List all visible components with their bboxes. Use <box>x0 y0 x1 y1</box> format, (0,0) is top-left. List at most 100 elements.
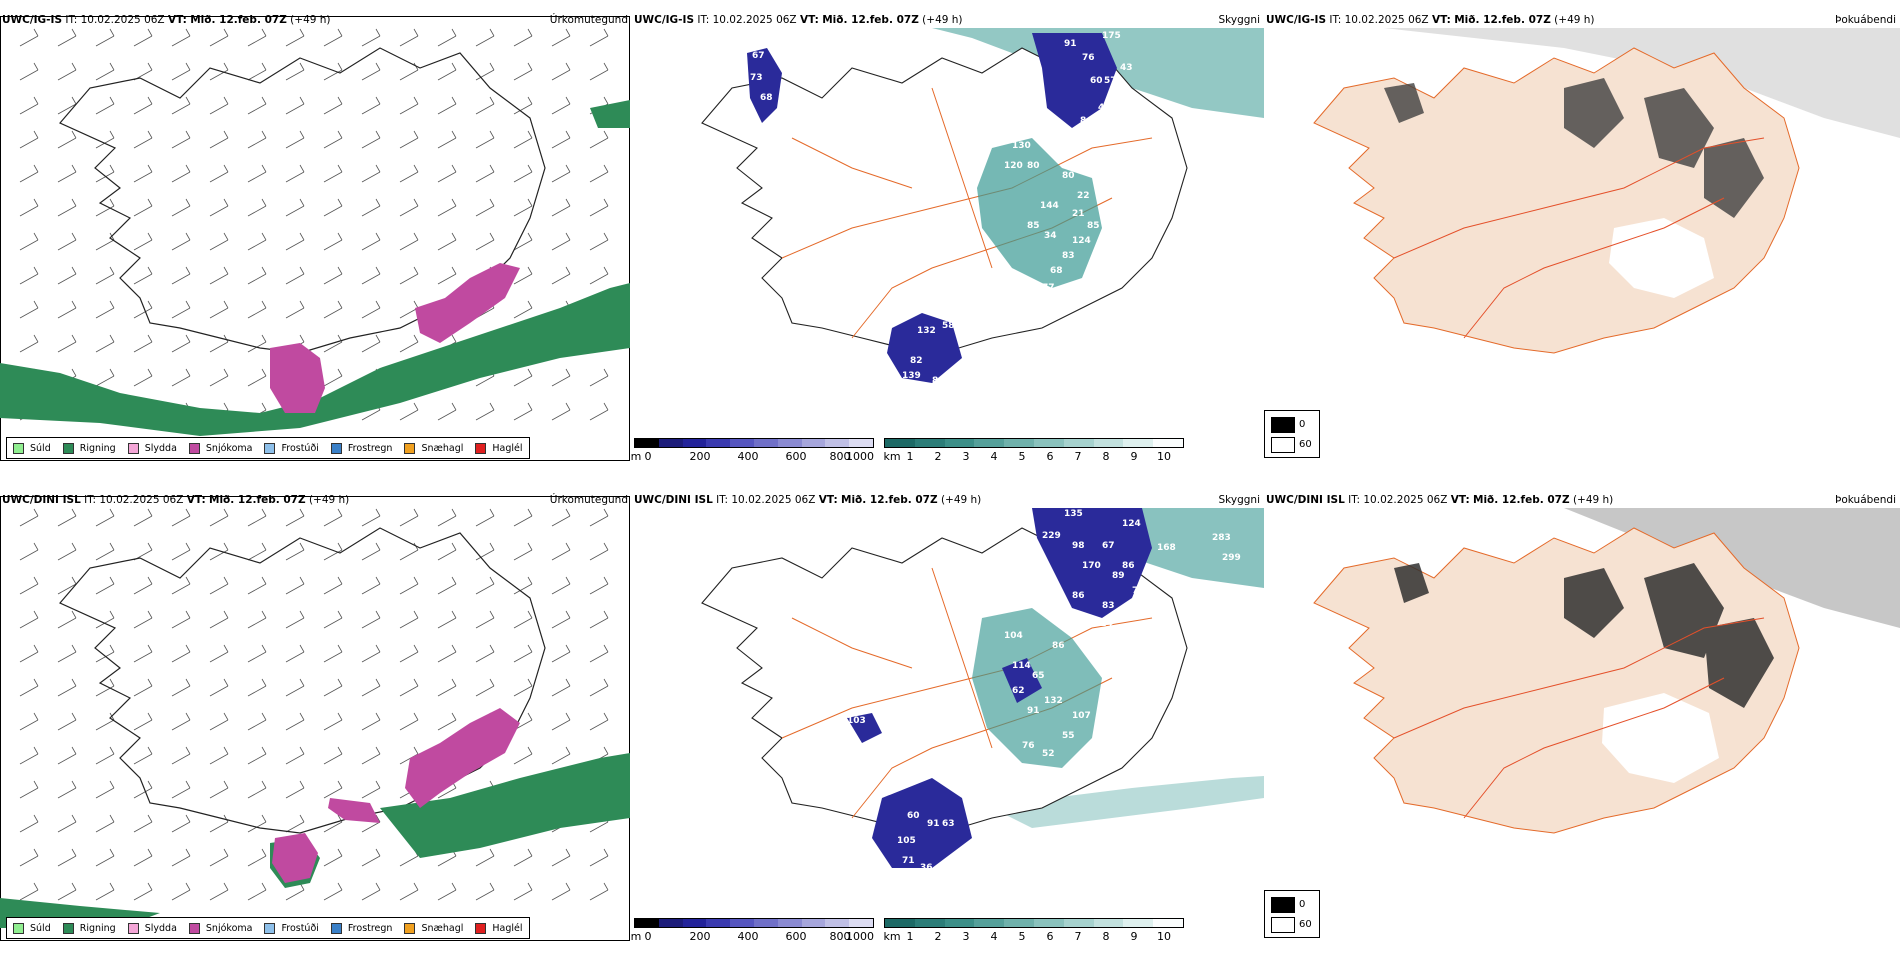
model-name: UWC/DINI ISL <box>634 494 713 506</box>
map-frame <box>0 16 630 461</box>
wind-barb <box>247 232 267 251</box>
wind-barb <box>475 232 495 251</box>
cloud-base-label: 283 <box>1212 533 1231 543</box>
wind-barb <box>513 266 533 285</box>
wind-barb <box>437 678 457 697</box>
panel-title: Þokuábendi <box>1835 14 1896 26</box>
cloud-base-label: 168 <box>1157 543 1176 553</box>
wind-barb <box>589 542 609 561</box>
legend-item: Snæhagl <box>404 442 463 454</box>
legend-swatch <box>62 442 74 454</box>
wind-barb <box>133 232 153 251</box>
vt-label: VT: <box>818 494 838 506</box>
wind-barb <box>133 62 153 81</box>
wind-barb <box>171 678 191 697</box>
wind-barb <box>209 164 229 183</box>
wind-barb <box>361 814 381 833</box>
wind-barb <box>399 610 419 629</box>
wind-barb <box>95 62 115 81</box>
cloud-base-label: 52 <box>1042 749 1055 759</box>
cloud-patch-east <box>977 138 1102 288</box>
wind-barb <box>19 62 39 81</box>
wind-barb <box>171 28 191 47</box>
wind-barb <box>171 814 191 833</box>
wind-barb <box>323 882 343 901</box>
wind-barb <box>551 402 571 421</box>
wind-barb <box>551 712 571 731</box>
forecast-row-1: UWC/IG-IS IT: 10.02.2025 06Z VT: Mið. 12… <box>0 12 1900 482</box>
it-label: IT: <box>65 14 78 26</box>
wind-barb <box>19 198 39 217</box>
wind-barb <box>285 542 305 561</box>
colorbar-ticks: km 1 2 3 4 5 6 7 8 9 10 <box>883 930 1184 944</box>
wind-barb <box>247 780 267 799</box>
wind-barb <box>361 232 381 251</box>
wind-barb <box>513 300 533 319</box>
cloud-base-label: 68 <box>1050 266 1063 276</box>
wind-barb <box>247 130 267 149</box>
model-name: UWC/DINI ISL <box>2 494 81 506</box>
wind-barb <box>513 644 533 663</box>
legend-swatch <box>330 922 342 934</box>
it-label: IT: <box>84 494 97 506</box>
colorbar-tick: 7 <box>1074 450 1082 463</box>
wind-barb <box>133 198 153 217</box>
wind-barb <box>19 644 39 663</box>
wind-barb <box>513 232 533 251</box>
model-name: UWC/DINI ISL <box>1266 494 1345 506</box>
cloud-base-label: 60 <box>1090 76 1103 86</box>
wind-barb <box>19 28 39 47</box>
wind-barb <box>171 198 191 217</box>
wind-barb <box>361 576 381 595</box>
wind-barb <box>513 28 533 47</box>
wind-barb <box>57 164 77 183</box>
legend-swatch <box>264 442 276 454</box>
wind-barb <box>589 28 609 47</box>
precip-type-panel: UWC/IG-IS IT: 10.02.2025 06Z VT: Mið. 12… <box>0 12 632 477</box>
wind-barb <box>133 96 153 115</box>
panel-header: UWC/DINI ISL IT: 10.02.2025 06Z VT: Mið.… <box>634 492 1262 508</box>
cloud-base-label: 130 <box>1012 141 1031 151</box>
vt-value: Mið. 12.feb. 07Z <box>822 14 919 26</box>
wind-barb <box>323 576 343 595</box>
fog-white-patch <box>1602 693 1719 783</box>
colorbar-tick: 0 <box>644 930 652 943</box>
wind-barb <box>95 164 115 183</box>
legend-label: Frostregn <box>347 922 393 934</box>
wind-barb <box>551 508 571 527</box>
wind-barb <box>19 542 39 561</box>
cloud-base-label: 107 <box>1072 711 1091 721</box>
wind-barb <box>133 610 153 629</box>
road-network <box>1393 137 1765 339</box>
fog-dark-patches <box>1384 78 1764 218</box>
cloud-base-label: 49 <box>1120 89 1133 99</box>
legend-label: Snjókoma <box>205 442 253 454</box>
wind-barb <box>57 780 77 799</box>
legend-swatch <box>62 922 74 934</box>
wind-barb <box>95 28 115 47</box>
cloud-base-label: 76 <box>1022 741 1035 751</box>
cloud-base-label: 21 <box>1072 209 1085 219</box>
snow-patch-east <box>405 708 520 808</box>
wind-barb <box>171 508 191 527</box>
cloud-base-label: 89 <box>1112 571 1125 581</box>
cloud-base-label: 52 <box>1052 291 1065 301</box>
panel-header: UWC/DINI ISL IT: 10.02.2025 06Z VT: Mið.… <box>1266 492 1898 508</box>
vt-value: Mið. 12.feb. 07Z <box>841 494 938 506</box>
wind-barbs <box>19 508 609 901</box>
cloud-base-label: 84 <box>1080 116 1093 126</box>
fog-legend-low: 0 <box>1299 419 1306 430</box>
wind-barb <box>171 746 191 765</box>
wind-barb <box>513 198 533 217</box>
road-network <box>1393 617 1765 819</box>
wind-barb <box>361 198 381 217</box>
it-label: IT: <box>716 494 729 506</box>
lead-time: (+49 h) <box>922 14 963 26</box>
legend-label: Frostregn <box>347 442 393 454</box>
colorbar-tick: 6 <box>1046 450 1054 463</box>
cloudbase-colorbar: m 0 200 400 600 800 1000 <box>631 438 874 466</box>
cloud-base-label: 91 <box>1064 39 1077 49</box>
cloud-base-label: 80 <box>1027 161 1040 171</box>
cloud-base-label: 76 <box>1082 53 1095 63</box>
wind-barb <box>95 780 115 799</box>
